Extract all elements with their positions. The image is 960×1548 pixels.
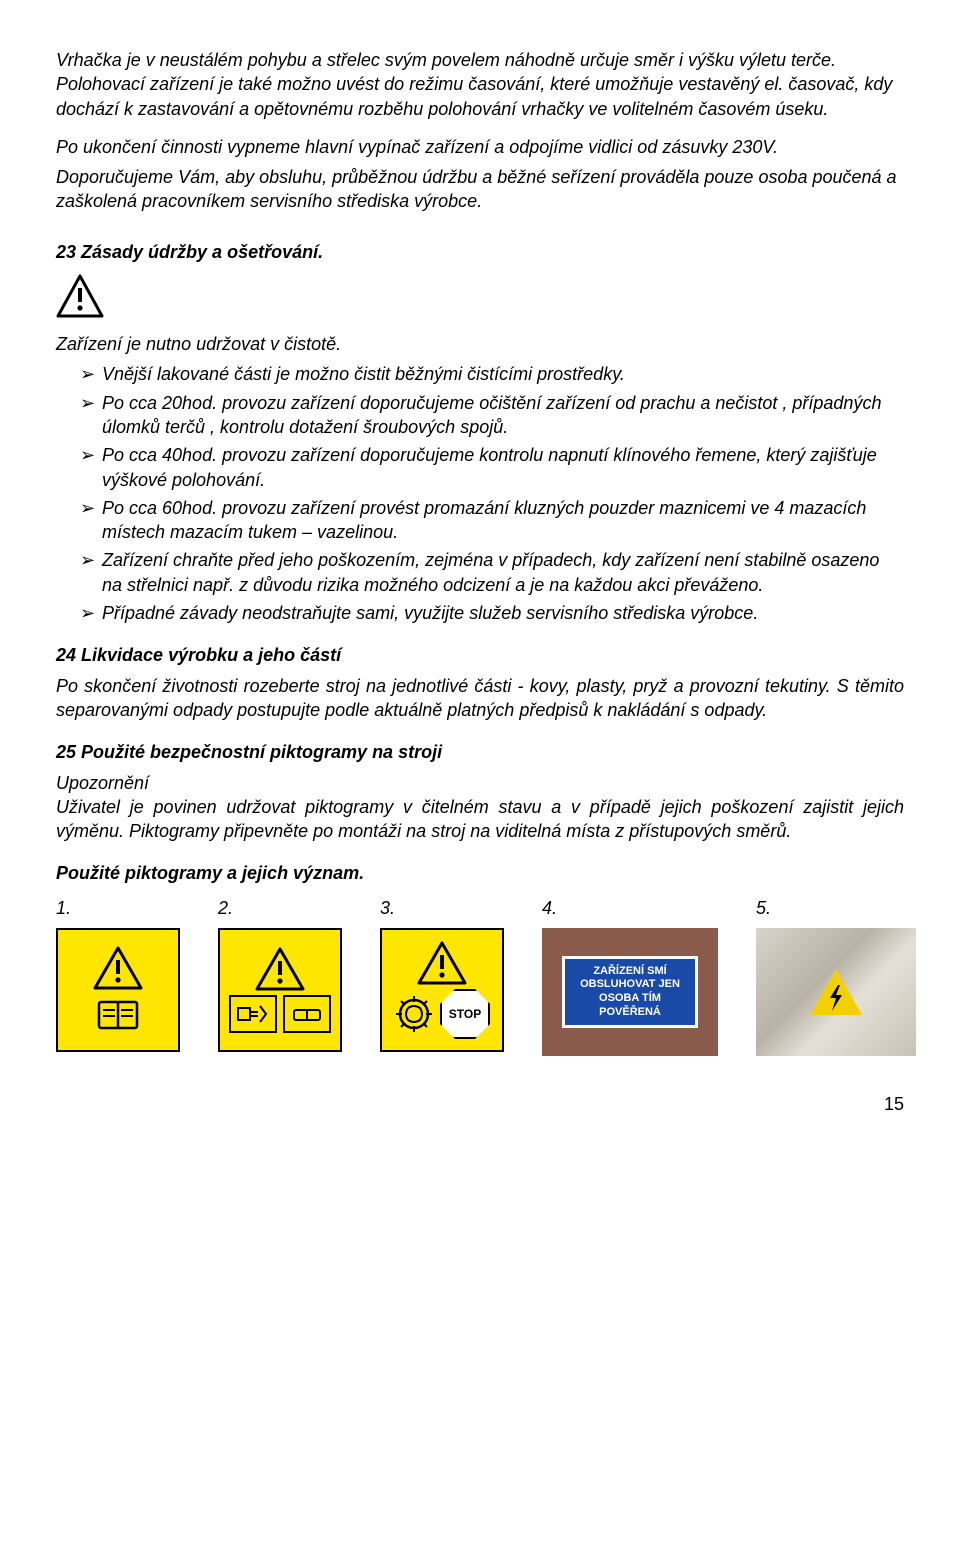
pictogram-label: 1. [56, 896, 71, 920]
s24-heading: 24 Likvidace výrobku a jeho částí [56, 643, 904, 667]
list-item: Zařízení chraňte před jeho poškozením, z… [80, 548, 904, 597]
electrical-hazard-photo [756, 928, 916, 1056]
list-item: Případné závady neodstraňujte sami, využ… [80, 601, 904, 625]
pictogram-label: 5. [756, 896, 771, 920]
s23-lead: Zařízení je nutno udržovat v čistotě. [56, 332, 904, 356]
warning-unplug-icon [218, 928, 342, 1052]
pictogram-4: 4. ZAŘÍZENÍ SMÍ OBSLUHOVAT JEN OSOBA TÍM… [542, 896, 718, 1056]
warning-stop-icon: STOP [380, 928, 504, 1052]
pictogram-label: 3. [380, 896, 395, 920]
intro-p2: Po ukončení činnosti vypneme hlavní vypí… [56, 135, 904, 159]
warning-triangle-icon [56, 274, 904, 318]
pictogram-label: 4. [542, 896, 557, 920]
s24-body: Po skončení životnosti rozeberte stroj n… [56, 674, 904, 723]
pictogram-1: 1. [56, 896, 180, 1052]
page-number: 15 [56, 1092, 904, 1116]
authorized-personnel-sign: ZAŘÍZENÍ SMÍ OBSLUHOVAT JEN OSOBA TÍM PO… [542, 928, 718, 1056]
s25-body: Uživatel je povinen udržovat piktogramy … [56, 795, 904, 844]
s25-heading: 25 Použité bezpečnostní piktogramy na st… [56, 740, 904, 764]
warning-manual-icon [56, 928, 180, 1052]
intro-p3: Doporučujeme Vám, aby obsluhu, průběžnou… [56, 165, 904, 214]
list-item: Po cca 20hod. provozu zařízení doporučuj… [80, 391, 904, 440]
s23-bullet-list: Vnější lakované části je možno čistit bě… [56, 362, 904, 625]
list-item: Po cca 60hod. provozu zařízení provést p… [80, 496, 904, 545]
s25-sub: Upozornění [56, 771, 904, 795]
stop-sign-icon: STOP [440, 989, 490, 1039]
pictogram-2: 2. [218, 896, 342, 1052]
sign-text: ZAŘÍZENÍ SMÍ OBSLUHOVAT JEN OSOBA TÍM PO… [562, 956, 698, 1028]
pikto-heading: Použité piktogramy a jejich význam. [56, 861, 904, 885]
list-item: Vnější lakované části je možno čistit bě… [80, 362, 904, 386]
pictogram-row: 1. 2. [56, 896, 904, 1056]
pictogram-5: 5. [756, 896, 916, 1056]
intro-p1: Vrhačka je v neustálém pohybu a střelec … [56, 48, 904, 121]
s23-heading: 23 Zásady údržby a ošetřování. [56, 240, 904, 264]
pictogram-3: 3. [380, 896, 504, 1052]
list-item: Po cca 40hod. provozu zařízení doporučuj… [80, 443, 904, 492]
pictogram-label: 2. [218, 896, 233, 920]
